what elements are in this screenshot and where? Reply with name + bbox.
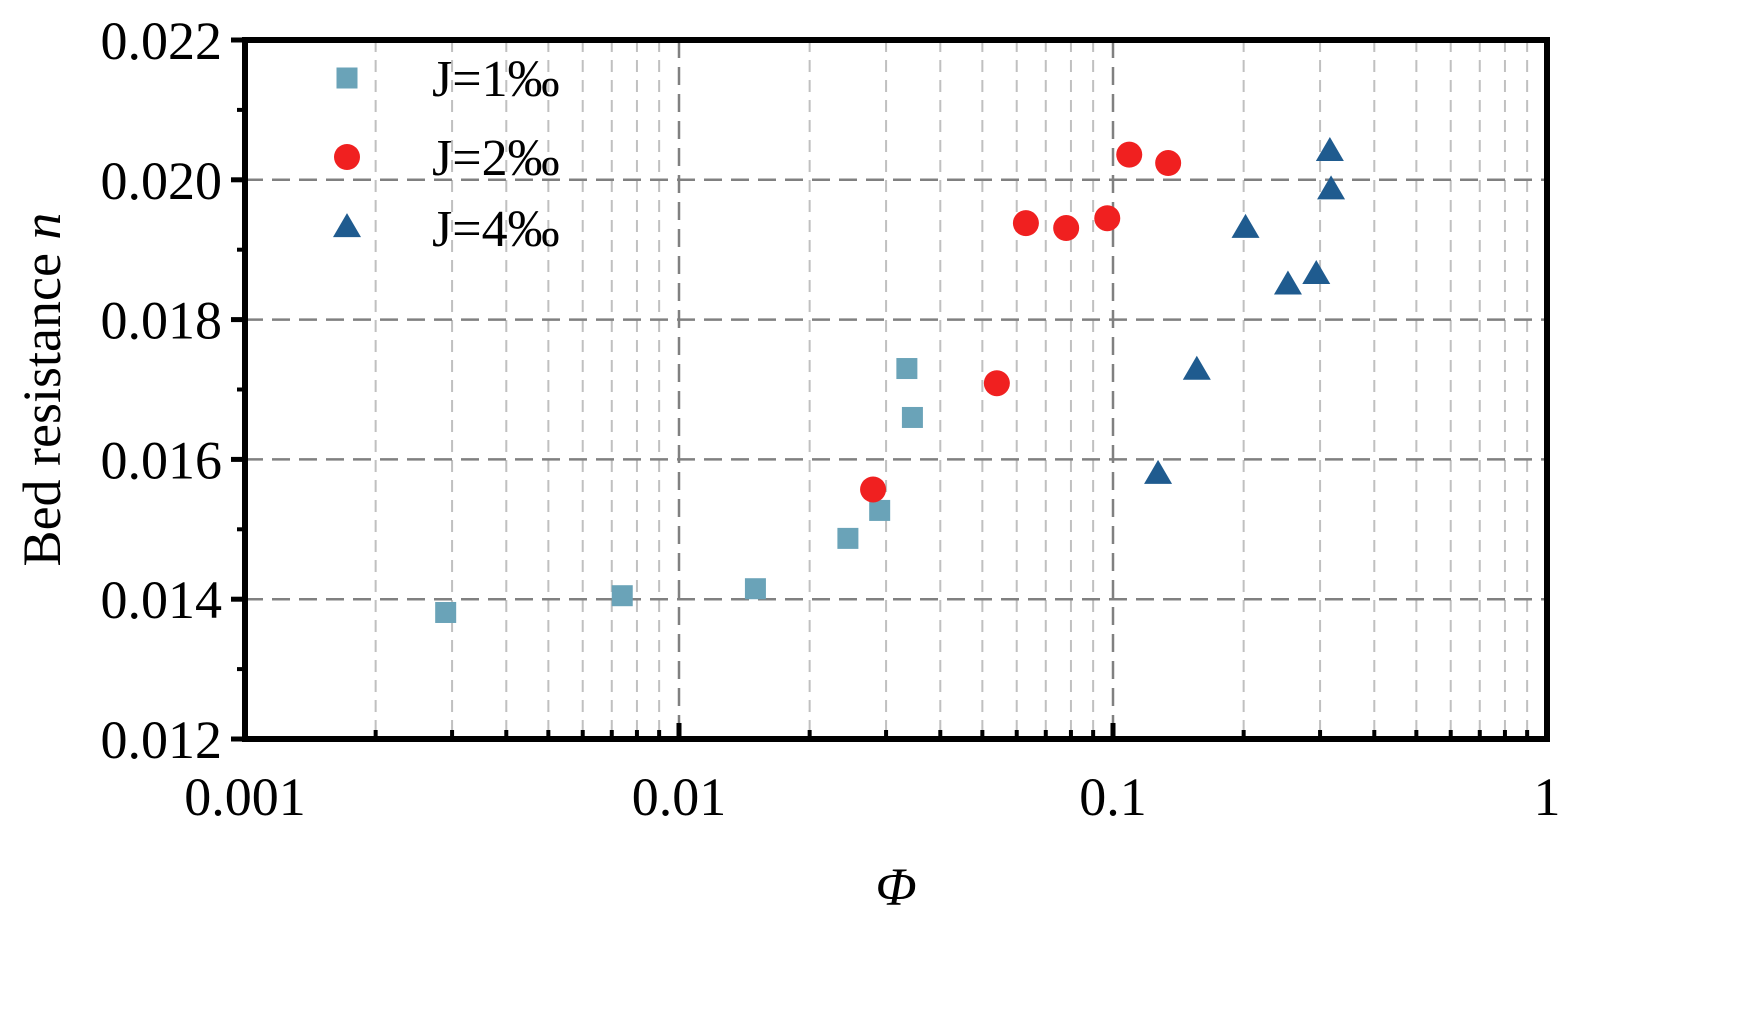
series-3 xyxy=(1144,136,1346,484)
x-tick-label: 0.01 xyxy=(632,767,727,827)
legend-label: J=2‰ xyxy=(432,130,560,187)
y-tick-label: 0.016 xyxy=(101,430,223,490)
data-point xyxy=(1012,210,1039,237)
legend-marker xyxy=(336,67,358,89)
data-point xyxy=(1315,136,1344,161)
y-tick-label: 0.020 xyxy=(101,151,223,211)
y-tick-label: 0.012 xyxy=(101,710,223,770)
data-point xyxy=(744,578,766,600)
legend-item-1: J=1‰ xyxy=(336,51,560,108)
data-points xyxy=(435,136,1346,623)
series-1 xyxy=(435,358,923,623)
legend: J=1‰ J=2‰ J=4‰ xyxy=(333,51,560,258)
series-2 xyxy=(860,141,1182,503)
data-point xyxy=(1094,205,1121,232)
data-point xyxy=(1302,259,1331,284)
legend-item-3: J=4‰ xyxy=(333,201,560,258)
data-point xyxy=(1231,213,1260,238)
data-point xyxy=(983,370,1010,397)
y-tick-label: 0.022 xyxy=(101,11,223,71)
y-tick-label: 0.018 xyxy=(101,291,223,351)
data-point xyxy=(435,601,457,623)
data-point xyxy=(1155,150,1182,177)
x-tick-label: 0.001 xyxy=(184,767,306,827)
data-point xyxy=(896,358,918,380)
data-point xyxy=(837,527,859,549)
legend-item-2: J=2‰ xyxy=(334,130,560,187)
data-point xyxy=(611,585,633,607)
axis-ticks xyxy=(231,37,1550,742)
y-tick-label: 0.014 xyxy=(101,570,223,630)
data-point xyxy=(869,499,891,521)
x-axis-title: Φ xyxy=(875,857,916,917)
y-axis-title: Bed resistance n xyxy=(12,213,72,567)
y-axis-title-main: Bed resistance xyxy=(12,240,72,567)
legend-marker xyxy=(333,213,361,238)
legend-label: J=4‰ xyxy=(432,201,560,258)
data-point xyxy=(1273,270,1302,295)
plot-frame xyxy=(242,37,1550,742)
y-axis-title-variable: n xyxy=(12,213,72,240)
data-point xyxy=(860,476,887,503)
grid xyxy=(245,40,1547,739)
data-point xyxy=(1053,215,1080,242)
data-point xyxy=(1116,141,1143,168)
data-point xyxy=(901,406,923,428)
x-tick-label: 1 xyxy=(1534,767,1561,827)
legend-marker xyxy=(334,144,360,170)
data-point xyxy=(1144,459,1173,484)
data-point xyxy=(1317,175,1346,200)
legend-label: J=1‰ xyxy=(432,51,560,108)
x-tick-label: 0.1 xyxy=(1079,767,1147,827)
data-point xyxy=(1182,355,1211,380)
tick-labels: 0.001 0.01 0.1 1 0.012 0.014 0.016 0.018 0.020 0.… xyxy=(101,11,1561,827)
